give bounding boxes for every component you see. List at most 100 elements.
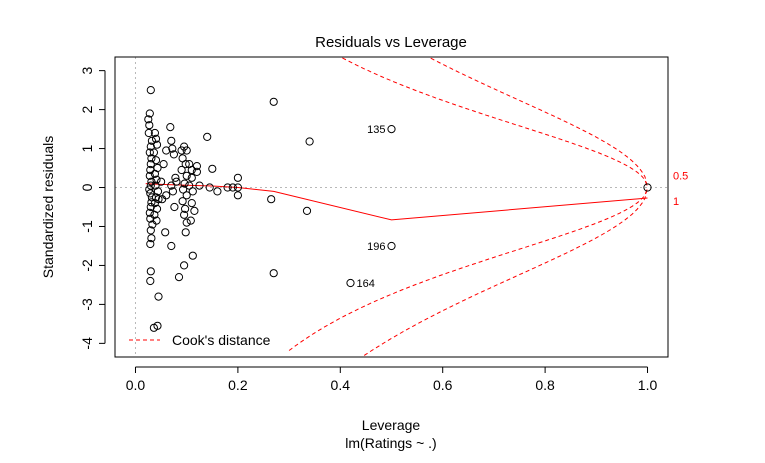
data-point — [192, 162, 201, 171]
data-point — [167, 241, 176, 251]
data-point — [187, 199, 196, 208]
x-tick-label: 0.0 — [126, 377, 146, 393]
data-point — [154, 195, 163, 204]
cooks-contour-line — [288, 187, 648, 351]
data-point — [187, 165, 196, 175]
data-point — [233, 173, 242, 182]
point-label: 135 — [367, 124, 385, 136]
cooks-contour-line — [427, 57, 648, 188]
data-point — [302, 206, 312, 215]
legend-label: Cook's distance — [172, 332, 271, 348]
y-axis: -4 -3 -2 -1 0 1 2 3 — [79, 67, 106, 350]
data-point — [177, 165, 186, 175]
y-tick-label: 2 — [79, 105, 95, 113]
data-point — [169, 150, 178, 159]
data-point — [162, 191, 171, 200]
data-point — [146, 267, 155, 276]
data-point — [153, 321, 162, 330]
data-point — [147, 198, 156, 207]
data-point — [157, 177, 166, 186]
data-point — [181, 160, 190, 169]
y-tick-label: 0 — [79, 183, 95, 191]
data-point — [146, 86, 155, 95]
model-formula-label: lm(Ratings ~ .) — [345, 435, 436, 451]
data-point — [145, 185, 154, 194]
data-point — [387, 241, 396, 251]
zero-reference-lines — [115, 57, 668, 357]
x-tick-label: 0.2 — [228, 377, 248, 393]
data-point — [146, 160, 155, 169]
y-tick-label: 1 — [79, 144, 95, 152]
data-point — [178, 197, 187, 206]
data-point — [151, 193, 161, 202]
data-point — [170, 202, 179, 212]
data-point — [162, 146, 171, 155]
data-point — [267, 195, 276, 204]
data-point — [144, 128, 153, 138]
data-point — [203, 132, 212, 141]
contour-label: 1 — [673, 196, 679, 208]
data-point — [166, 123, 175, 132]
data-point — [150, 169, 159, 178]
data-point — [146, 276, 155, 286]
data-point — [180, 179, 189, 188]
data-point — [167, 181, 176, 190]
data-point — [205, 183, 214, 192]
x-tick-label: 0.8 — [535, 377, 555, 393]
legend: Cook's distance — [129, 332, 271, 348]
data-point — [223, 183, 232, 192]
y-tick-label: -3 — [79, 298, 95, 311]
data-point — [180, 210, 189, 219]
data-point — [145, 109, 154, 118]
data-point — [305, 137, 314, 146]
data-point — [192, 167, 201, 176]
data-point — [269, 269, 278, 278]
data-point — [147, 136, 156, 145]
cooks-contour-line — [339, 57, 648, 188]
data-point — [182, 171, 191, 180]
data-point — [387, 125, 396, 134]
data-point — [152, 140, 162, 149]
data-point — [146, 189, 155, 198]
x-tick-label: 1.0 — [638, 377, 658, 393]
data-point — [181, 204, 190, 213]
data-points — [144, 86, 652, 332]
data-point — [152, 175, 161, 184]
data-point — [182, 191, 191, 200]
data-point — [180, 261, 189, 270]
data-point — [181, 228, 190, 237]
point-label: 164 — [357, 278, 375, 290]
data-point — [145, 121, 154, 130]
chart-title: Residuals vs Leverage — [315, 34, 467, 51]
data-point — [213, 187, 222, 196]
data-point — [233, 191, 242, 200]
x-axis: 0.0 0.2 0.4 0.6 0.8 1.0 — [126, 366, 658, 393]
plot-frame — [114, 56, 669, 358]
data-point — [145, 171, 154, 180]
y-tick-label: -4 — [79, 337, 95, 350]
contour-labels: 0.51 — [673, 171, 688, 208]
data-point — [269, 97, 278, 106]
y-tick-label: -1 — [79, 220, 95, 233]
data-point — [233, 183, 242, 192]
data-point — [188, 187, 197, 196]
data-point — [161, 228, 170, 237]
data-point — [182, 146, 191, 155]
data-point — [190, 206, 199, 215]
data-point — [171, 173, 180, 182]
data-point — [150, 128, 159, 138]
data-point — [195, 181, 204, 190]
data-point — [228, 183, 237, 192]
data-point — [167, 136, 176, 145]
data-point — [145, 208, 154, 217]
data-point — [147, 234, 156, 243]
y-tick-label: 3 — [79, 67, 95, 75]
data-point — [150, 210, 159, 219]
data-point — [151, 156, 161, 165]
data-point — [146, 226, 155, 235]
y-axis-label: Standardized residuals — [40, 136, 56, 278]
data-point — [643, 183, 652, 192]
contour-label: 0.5 — [673, 171, 688, 183]
data-point — [151, 134, 161, 143]
